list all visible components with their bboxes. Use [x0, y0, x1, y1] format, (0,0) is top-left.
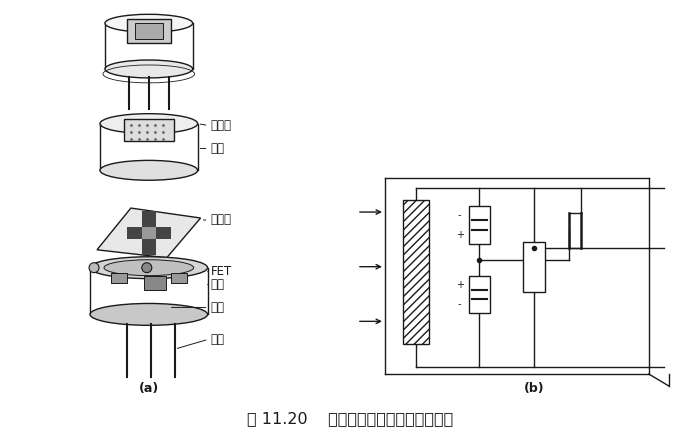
- Polygon shape: [127, 19, 171, 43]
- Text: 引线: 引线: [211, 333, 225, 346]
- Bar: [524, 242, 545, 292]
- Text: +: +: [456, 279, 463, 290]
- Polygon shape: [124, 119, 174, 141]
- Ellipse shape: [90, 304, 208, 325]
- Text: 滤光片: 滤光片: [211, 119, 232, 132]
- Ellipse shape: [105, 60, 192, 78]
- Circle shape: [89, 263, 99, 273]
- Bar: [127, 227, 171, 239]
- Bar: [111, 273, 127, 283]
- Text: 敏感元: 敏感元: [211, 213, 232, 226]
- Text: 管帽: 管帽: [211, 142, 225, 155]
- Polygon shape: [135, 23, 162, 39]
- Text: 管座: 管座: [211, 278, 225, 291]
- Text: -: -: [458, 300, 461, 310]
- Bar: [144, 276, 166, 290]
- Text: (b): (b): [524, 382, 545, 395]
- Circle shape: [142, 263, 152, 273]
- Bar: [468, 276, 491, 314]
- Ellipse shape: [100, 114, 197, 134]
- Bar: [142, 211, 156, 255]
- Ellipse shape: [104, 260, 194, 276]
- Text: FET: FET: [211, 265, 232, 278]
- Text: 高阻: 高阻: [211, 301, 225, 314]
- Ellipse shape: [100, 160, 197, 180]
- Bar: [171, 273, 187, 283]
- Text: (a): (a): [139, 382, 159, 395]
- Bar: [402, 200, 428, 344]
- Polygon shape: [97, 208, 201, 258]
- Bar: [142, 227, 156, 239]
- Ellipse shape: [90, 257, 208, 279]
- Ellipse shape: [105, 14, 192, 32]
- Text: -: -: [458, 210, 461, 220]
- Text: +: +: [456, 230, 463, 240]
- Text: 图 11.20    热释电人体红外传感器的结构: 图 11.20 热释电人体红外传感器的结构: [247, 411, 453, 426]
- Bar: [468, 206, 491, 244]
